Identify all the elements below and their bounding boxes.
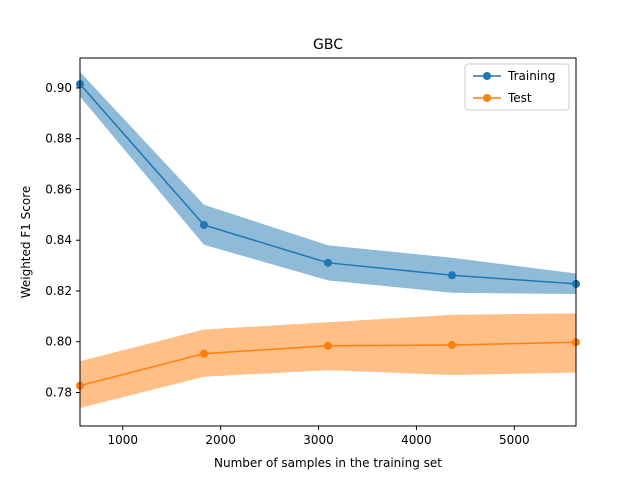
x-tick-label: 4000 [401, 433, 432, 447]
y-tick-label: 0.84 [45, 233, 72, 247]
test-point [323, 341, 332, 350]
x-tick-label: 1000 [108, 433, 139, 447]
training-point [447, 271, 456, 280]
confidence-bands [80, 71, 576, 408]
test-confidence-band [80, 313, 576, 408]
training-point [199, 220, 208, 229]
axes-frame [79, 57, 577, 427]
test-legend-marker [483, 94, 491, 102]
training-confidence-band [80, 71, 576, 295]
x-tick-label: 5000 [499, 433, 530, 447]
y-tick-label: 0.90 [45, 81, 72, 95]
chart-title: GBC [313, 37, 343, 53]
x-tick-label: 2000 [205, 433, 236, 447]
x-tick-label: 3000 [303, 433, 334, 447]
y-tick-label: 0.78 [45, 385, 72, 399]
x-axis-label: Number of samples in the training set [214, 456, 442, 470]
y-tick-label: 0.88 [45, 132, 72, 146]
y-axis-ticks: 0.78 0.80 0.82 0.84 0.86 0.88 0.90 [45, 81, 80, 399]
test-point [199, 349, 208, 358]
legend: Training Test [464, 63, 570, 111]
y-tick-label: 0.82 [45, 284, 72, 298]
training-legend-label: Training [507, 69, 555, 83]
y-tick-label: 0.86 [45, 182, 72, 196]
training-point [323, 258, 332, 267]
test-legend-label: Test [507, 91, 532, 105]
training-legend-marker [483, 72, 491, 80]
test-point [447, 341, 456, 350]
y-axis-label: Weighted F1 Score [19, 186, 33, 299]
x-axis-ticks: 1000 2000 3000 4000 5000 [108, 426, 530, 447]
y-tick-label: 0.80 [45, 335, 72, 349]
